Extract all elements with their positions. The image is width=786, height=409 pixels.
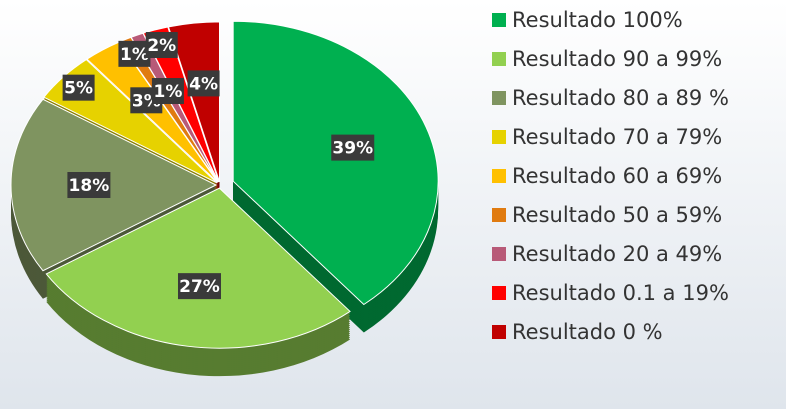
data-label-text: 1% (120, 45, 149, 65)
slice (232, 20, 439, 306)
legend-label: Resultado 70 a 79% (512, 125, 722, 149)
legend-swatch (492, 52, 506, 66)
legend-swatch (492, 247, 506, 261)
legend-swatch (492, 208, 506, 222)
data-label: 5% (62, 74, 95, 101)
data-label-box (67, 172, 111, 198)
data-label-text: 2% (147, 36, 176, 56)
slice (45, 187, 351, 349)
slice (167, 21, 220, 182)
legend-label: Resultado 90 a 99% (512, 47, 722, 71)
data-label-text: 1% (153, 82, 182, 102)
legend-swatch (492, 130, 506, 144)
legend-label: Resultado 100% (512, 8, 683, 32)
data-label-text: 39% (332, 139, 373, 159)
data-label: 18% (67, 172, 111, 198)
data-label-box (118, 40, 151, 67)
data-label-text: 5% (64, 79, 93, 99)
data-label-box (145, 32, 178, 59)
data-label-text: 18% (69, 176, 110, 196)
legend-swatch (492, 325, 506, 339)
data-label-box (177, 273, 221, 300)
legend-label: Resultado 60 a 69% (512, 164, 722, 188)
legend-label: Resultado 50 a 59% (512, 203, 722, 227)
data-label: 4% (187, 70, 220, 97)
legend-swatch (492, 169, 506, 183)
data-label-box (187, 70, 220, 97)
legend-label: Resultado 80 a 89 % (512, 86, 729, 110)
data-label: 2% (145, 32, 178, 59)
slice (10, 98, 218, 272)
data-label: 39% (331, 134, 375, 161)
legend-label: Resultado 0 % (512, 320, 663, 344)
data-label-box (151, 78, 184, 105)
data-label: 1% (118, 40, 151, 67)
data-label: 1% (151, 78, 184, 105)
data-label-text: 4% (189, 74, 218, 94)
slice (142, 26, 220, 183)
legend-swatch (492, 91, 506, 105)
data-label-box (62, 74, 95, 101)
legend-swatch (492, 13, 506, 27)
legend-swatch (492, 286, 506, 300)
data-label-text: 27% (179, 277, 220, 297)
data-label: 27% (177, 273, 221, 300)
legend-label: Resultado 20 a 49% (512, 242, 722, 266)
legend-label: Resultado 0.1 a 19% (512, 281, 729, 305)
data-label-box (331, 134, 375, 161)
